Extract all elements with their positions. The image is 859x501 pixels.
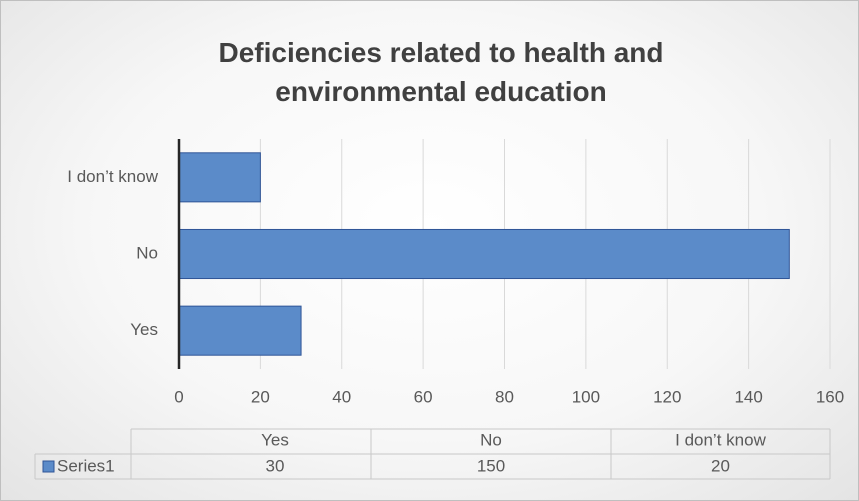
x-tick-label: 60	[414, 387, 433, 406]
table-header: No	[480, 430, 502, 449]
x-tick-label: 0	[174, 387, 183, 406]
bar	[178, 305, 302, 356]
x-tick-label: 160	[816, 387, 844, 406]
x-tick-label: 40	[332, 387, 351, 406]
legend-key	[42, 460, 55, 473]
table-header: I don’t know	[675, 430, 766, 449]
table-value: 20	[711, 456, 730, 475]
bar	[178, 152, 261, 203]
x-tick-label: 120	[653, 387, 681, 406]
y-tick-label: No	[136, 243, 158, 262]
table-value: 30	[266, 456, 285, 475]
y-tick-label: I don’t know	[67, 167, 158, 186]
x-tick-label: 80	[495, 387, 514, 406]
legend-label: Series1	[57, 456, 115, 475]
y-tick-label: Yes	[130, 320, 158, 339]
x-tick-label: 100	[572, 387, 600, 406]
x-tick-label: 20	[251, 387, 270, 406]
table-header: Yes	[261, 430, 289, 449]
table-value: 150	[477, 456, 505, 475]
chart-title: Deficiencies related to health and envir…	[218, 37, 664, 107]
bar	[178, 228, 790, 280]
x-tick-label: 140	[734, 387, 762, 406]
